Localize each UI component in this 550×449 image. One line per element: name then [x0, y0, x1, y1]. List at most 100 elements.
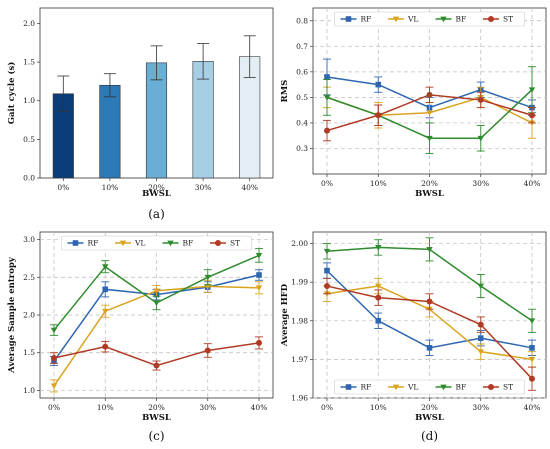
panel-label: (c)	[148, 429, 164, 443]
legend-marker	[440, 16, 447, 23]
data-point	[255, 285, 263, 292]
x-tick-label: 40%	[251, 403, 268, 412]
chart-b: 0.30.40.50.60.70.80%10%20%30%40%BWSLRMS(…	[280, 7, 547, 248]
legend-label: ST	[503, 383, 513, 392]
data-point	[102, 308, 109, 315]
legend: RF VL BF ST	[334, 11, 525, 27]
data-point	[204, 283, 211, 290]
chart-d: 1.96 1.97 1.98 1.99 2.00 0% 10% 20% 30% 40% BWSL Av…	[280, 231, 547, 443]
legend-label: VL	[134, 239, 145, 248]
x-axis-label: BWSL	[415, 189, 444, 199]
x-tick-label: 10%	[97, 403, 114, 412]
legend-marker	[119, 240, 127, 247]
y-tick-label: 0.5	[296, 93, 308, 102]
y-tick-label: 1.98	[291, 316, 308, 325]
x-tick-label: 0%	[321, 403, 333, 412]
legend-marker	[392, 384, 400, 391]
data-point	[477, 283, 484, 290]
data-point	[324, 283, 330, 290]
data-point	[375, 317, 382, 324]
panel-label: (a)	[148, 207, 165, 221]
series-ST	[323, 86, 536, 142]
y-tick-label: 1.97	[291, 355, 308, 364]
series-VL	[50, 279, 263, 393]
data-point	[477, 96, 484, 103]
legend-box	[334, 11, 525, 27]
y-axis-label: Average Sample entropy	[7, 256, 17, 374]
data-point	[323, 248, 331, 255]
y-tick-label: 2.5	[23, 273, 35, 282]
y-tick-label: 2.00	[291, 239, 308, 248]
legend-box	[334, 379, 525, 395]
series-ST	[50, 336, 263, 371]
y-tick-label: 3.0	[23, 235, 35, 244]
legend-marker	[392, 16, 400, 23]
x-tick-label: 10%	[370, 179, 387, 188]
data-point	[102, 264, 109, 270]
y-tick-label: 1.5	[23, 348, 35, 357]
series-ST	[323, 277, 536, 391]
x-axis-label: BWSL	[142, 189, 171, 199]
data-point	[477, 349, 484, 355]
chart-a: 0.0 0.5 1.0 1.5 2.0 0% 10% 20% 30% 40% BWSL Gait cy…	[6, 7, 274, 221]
x-tick-label: 40%	[524, 179, 541, 188]
data-point	[477, 335, 484, 341]
data-point	[324, 74, 330, 80]
data-point	[324, 267, 330, 274]
legend: RF VL BF ST	[61, 235, 252, 251]
y-tick-label: 1.99	[291, 278, 308, 287]
x-tick-label: 0%	[57, 183, 69, 192]
legend-label: ST	[230, 239, 240, 248]
x-tick-label: 40%	[524, 403, 541, 412]
legend-marker	[72, 240, 79, 246]
data-point	[426, 246, 433, 253]
data-point	[426, 110, 433, 116]
data-point	[50, 383, 58, 390]
legend-marker	[215, 240, 221, 246]
data-point	[529, 345, 535, 351]
legend-box	[61, 235, 252, 251]
x-tick-label: 30%	[199, 403, 216, 412]
data-point	[375, 245, 382, 251]
y-tick-label: 0.0	[23, 174, 35, 183]
y-tick-label: 0.6	[296, 67, 308, 76]
x-tick-label: 30%	[472, 403, 489, 412]
data-point	[255, 252, 263, 259]
data-point	[426, 345, 433, 351]
x-tick-label: 0%	[321, 179, 333, 188]
y-tick-label: 1.96	[291, 394, 308, 403]
y-axis-label: RMS	[280, 80, 290, 103]
y-tick-label: 0.3	[296, 144, 308, 153]
legend-label: RF	[88, 239, 99, 248]
data-point	[204, 347, 211, 354]
data-point	[324, 127, 330, 134]
data-point	[102, 343, 109, 350]
data-point	[375, 294, 382, 301]
legend-label: RF	[361, 383, 372, 392]
legend-label: BF	[183, 239, 194, 248]
data-point	[426, 91, 433, 98]
legend-label: ST	[503, 15, 513, 24]
data-point	[529, 112, 535, 119]
x-tick-label: 0%	[48, 403, 60, 412]
data-point	[256, 272, 262, 278]
data-point	[375, 112, 382, 119]
x-tick-label: 20%	[148, 183, 165, 192]
y-tick-label: 0.8	[296, 16, 308, 25]
series-BF	[323, 237, 536, 333]
legend-label: RF	[361, 15, 372, 24]
legend-label: VL	[407, 383, 418, 392]
legend-marker	[345, 384, 352, 390]
x-tick-label: 20%	[421, 403, 438, 412]
data-point	[426, 298, 433, 305]
x-tick-label: 30%	[195, 183, 212, 192]
chart-c: 1.0 1.5 2.0 2.5 3.0 0% 10% 20% 30% 40% BWSL Average…	[7, 231, 274, 443]
legend-marker	[488, 384, 494, 390]
data-point	[528, 87, 536, 93]
x-axis-label: BWSL	[142, 413, 171, 423]
y-tick-label: 0.4	[296, 118, 308, 127]
series-RF	[323, 262, 536, 356]
y-tick-label: 2.0	[23, 19, 35, 28]
x-tick-label: 40%	[241, 183, 258, 192]
